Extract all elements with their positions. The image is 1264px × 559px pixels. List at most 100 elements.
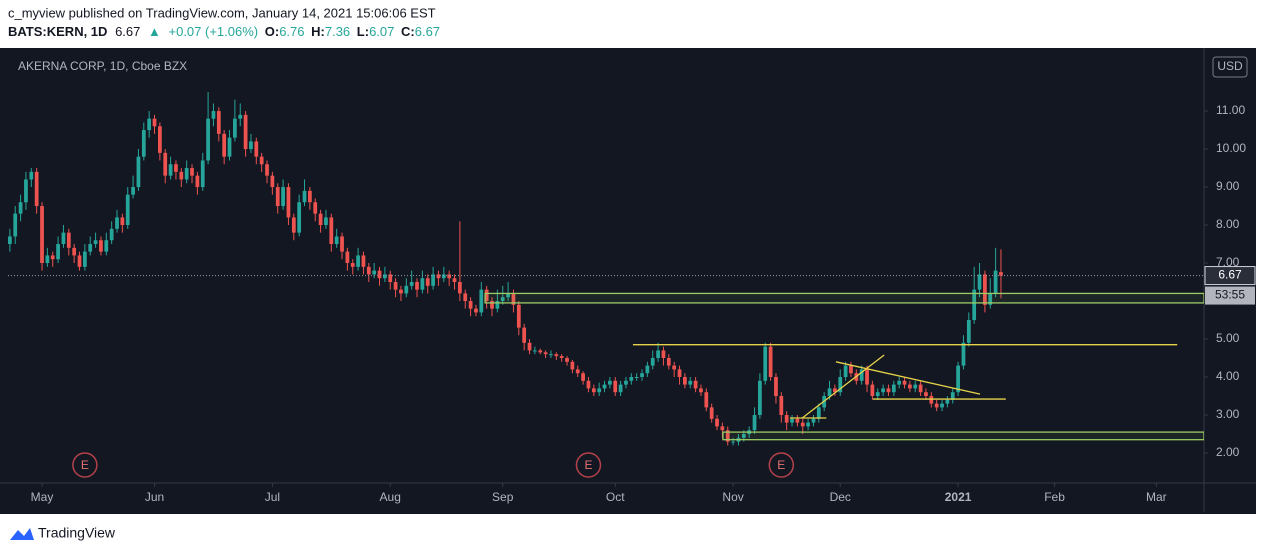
candle-body [409, 282, 414, 286]
candle-body [109, 228, 114, 241]
candle-body [329, 217, 334, 245]
candle-body [308, 190, 312, 203]
candle-body [956, 365, 960, 393]
candle-body [286, 187, 291, 218]
candle-body [479, 289, 484, 313]
candle-body [174, 164, 178, 172]
candle-body [318, 213, 323, 226]
candle-body [147, 118, 152, 131]
candle-body [597, 388, 602, 393]
ohlc-value: 6.67 [415, 24, 440, 39]
candle-body [179, 171, 184, 180]
candle-body [399, 289, 403, 294]
candle-body [99, 240, 103, 252]
symbol: BATS:KERN, 1D [8, 24, 107, 39]
candle-body [774, 377, 778, 396]
candle-body [800, 422, 805, 427]
candle-body [806, 422, 810, 427]
currency: USD [1217, 59, 1243, 73]
candle-body [554, 354, 559, 357]
candle-body [725, 430, 730, 442]
candle-body [522, 327, 527, 343]
x-tick-label: 2021 [945, 490, 972, 504]
candle-body [693, 380, 698, 389]
y-tick-label: 7.00 [1216, 255, 1240, 269]
candle-body [575, 369, 580, 374]
candle-body [940, 403, 944, 408]
candle-body [388, 274, 393, 283]
candle-body [875, 392, 880, 396]
ohlc-value: 7.36 [325, 24, 350, 39]
candle-body [163, 152, 168, 176]
candle-body [302, 190, 307, 203]
candle-body [618, 384, 623, 393]
candle-body [602, 384, 607, 389]
candle-body [158, 126, 162, 153]
candle-body [254, 141, 259, 157]
candle-body [999, 272, 1003, 276]
candle-body [468, 301, 473, 309]
earnings-label: E [777, 458, 785, 472]
candle-body [222, 133, 227, 157]
trend-line [801, 354, 885, 419]
candle-body [816, 407, 821, 419]
candle-body [206, 118, 210, 161]
candle-body [152, 118, 157, 127]
plot [8, 92, 1204, 446]
y-tick-label: 3.00 [1216, 407, 1240, 421]
candle-body [425, 278, 430, 286]
y-tick-label: 2.00 [1216, 445, 1240, 459]
candle-body [886, 388, 891, 393]
candle-body [77, 255, 82, 267]
candle-body [972, 289, 977, 321]
candle-body [115, 217, 119, 229]
zone [722, 431, 1204, 441]
candle-body [511, 293, 516, 305]
legend-line: BATS:KERN, 1D 6.67 ▲ +0.07 (+1.06%) O:6.… [8, 24, 440, 39]
candle-body [870, 384, 875, 396]
chart-panel [0, 48, 1256, 514]
candle-body [88, 244, 93, 252]
candle-body [216, 111, 221, 134]
candle-body [977, 274, 982, 290]
candle-body [50, 255, 55, 260]
ohlc-label: O: [265, 24, 279, 39]
logo-icon [10, 528, 34, 540]
y-tick-label: 11.00 [1216, 103, 1245, 117]
candle-body [897, 380, 902, 385]
candle-body [361, 255, 366, 267]
candle-body [431, 274, 435, 286]
candle-body [125, 194, 130, 226]
candle-body [683, 377, 687, 385]
x-tick-label: Jun [145, 490, 164, 504]
candle-body [136, 156, 141, 188]
earnings-label: E [81, 458, 89, 472]
x-tick-label: Jul [265, 490, 280, 504]
candle-body [570, 361, 575, 370]
candle-body [184, 168, 189, 180]
candle-body [629, 377, 634, 381]
last-price-label: 6.67 [1218, 268, 1242, 282]
y-tick-label: 9.00 [1216, 179, 1240, 193]
x-tick-label: Aug [380, 490, 401, 504]
candle-body [720, 426, 725, 431]
zone [484, 292, 1204, 304]
candle-body [591, 388, 596, 393]
chart-title: AKERNA CORP, 1D, Cboe BZX [18, 59, 187, 73]
ohlc-label: C: [401, 24, 415, 39]
candle-body [168, 164, 173, 176]
candle-body [784, 414, 789, 423]
candle-body [447, 274, 452, 279]
candle-body [366, 266, 371, 275]
candle-body [581, 373, 585, 381]
candle-body [495, 301, 500, 309]
candle-body [270, 175, 275, 188]
candle-body [415, 282, 419, 290]
candle-body [29, 171, 34, 180]
change: +0.07 (+1.06%) [169, 24, 259, 39]
candle-body [40, 206, 44, 264]
candle-body [238, 114, 243, 119]
candle-body [297, 202, 302, 233]
earnings-marker [72, 452, 98, 478]
